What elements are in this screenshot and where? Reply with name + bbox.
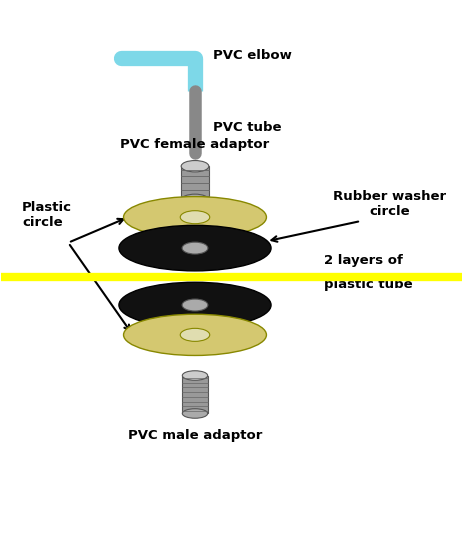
Ellipse shape [119, 225, 271, 271]
Ellipse shape [124, 314, 266, 355]
Text: PVC female adaptor: PVC female adaptor [120, 138, 270, 151]
Ellipse shape [182, 242, 208, 254]
Ellipse shape [119, 282, 271, 328]
Text: PVC tube: PVC tube [213, 121, 282, 134]
Ellipse shape [181, 194, 209, 205]
Ellipse shape [182, 299, 208, 311]
Bar [182, 376, 208, 414]
Ellipse shape [124, 197, 266, 238]
Ellipse shape [180, 211, 210, 223]
Ellipse shape [182, 371, 208, 380]
Text: Plastic
circle: Plastic circle [22, 201, 72, 229]
Text: 2 layers of: 2 layers of [324, 254, 403, 267]
Text: PVC elbow: PVC elbow [213, 49, 292, 62]
Ellipse shape [181, 161, 209, 172]
Bar [181, 166, 209, 200]
Text: Rubber washer
circle: Rubber washer circle [333, 190, 447, 219]
Ellipse shape [182, 409, 208, 418]
Text: plastic tube: plastic tube [324, 278, 413, 292]
Ellipse shape [180, 328, 210, 341]
Text: PVC male adaptor: PVC male adaptor [128, 429, 262, 441]
